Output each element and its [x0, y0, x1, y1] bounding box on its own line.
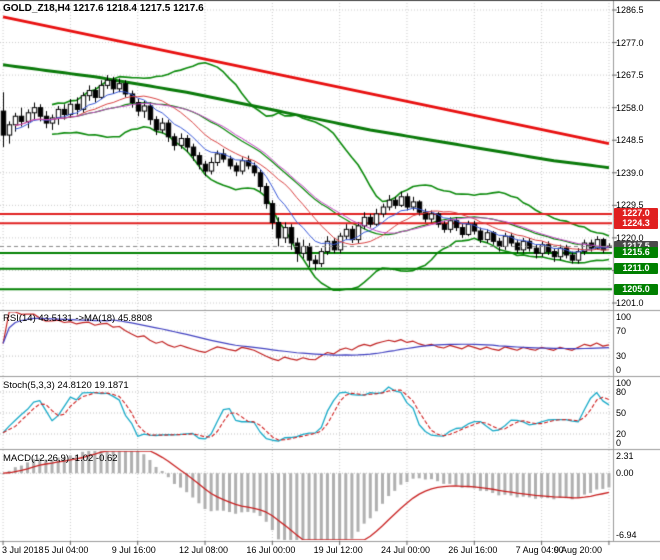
price-tag: 1217.5 [614, 240, 658, 252]
indicator-axis-label: 20 [616, 429, 627, 439]
time-axis-label: 9 Aug 20:00 [554, 545, 603, 555]
price-tag: 1227.0 [614, 208, 658, 220]
indicator-axis-label: 70 [616, 325, 627, 336]
time-axis-label: 9 Jul 16:00 [111, 545, 156, 555]
price-axis-label: 1229.5 [616, 200, 644, 211]
chart-title: GOLD_Z18,H4 1217.6 1218.4 1217.5 1217.6 [3, 3, 204, 14]
price-axis-label: 1220.0 [616, 232, 644, 243]
time-axis-label: 5 Jul 04:00 [44, 545, 89, 555]
indicator-axis-label: 0 [616, 365, 622, 375]
price-axis-label: 1201.0 [616, 298, 644, 308]
stoch-indicator-label: Stoch(5,3,3) 24.8120 19.1871 [3, 380, 129, 391]
price-tag: 1224.3 [614, 217, 658, 229]
indicator-axis-label: 30 [616, 351, 627, 362]
price-tag: 1215.6 [614, 247, 658, 259]
indicator-axis-label: 50 [616, 408, 627, 418]
indicator-axis-label: 0.00 [616, 468, 634, 479]
price-axis-label: 1258.0 [616, 102, 644, 113]
time-axis-label: 3 Jul 2018 [2, 545, 44, 555]
indicator-axis-label: 100 [616, 378, 632, 388]
time-axis-label: 26 Jul 16:00 [448, 545, 498, 555]
price-axis-label: 1277.0 [616, 37, 644, 48]
price-axis[interactable]: 1286.5 1277.0 1267.5 1258.0 1248.5 1239.0 1229… [614, 0, 660, 541]
indicator-axis-label: 100 [616, 312, 632, 322]
price-axis-label: 1248.5 [616, 135, 644, 146]
indicator-axis-label: 80 [616, 387, 627, 397]
price-axis-label: 1239.0 [616, 167, 644, 178]
time-axis-label: 12 Jul 08:00 [179, 545, 229, 555]
macd-indicator-label: MACD(12,26,9) -1.02 -0.62 [3, 453, 118, 464]
time-axis-label: 19 Jul 12:00 [313, 545, 363, 555]
price-tag: 1211.0 [614, 263, 658, 275]
time-axis-label: 7 Aug 04:00 [515, 545, 564, 555]
time-axis[interactable]: 3 Jul 2018 5 Jul 04:00 9 Jul 16:00 12 Jul 0… [0, 541, 660, 560]
price-axis-label: 1267.5 [616, 70, 644, 81]
indicator-axis-label: -6.94 [616, 530, 637, 540]
time-axis-label: 24 Jul 00:00 [380, 545, 431, 555]
indicator-axis-label: 2.31 [616, 451, 634, 461]
price-tag: 1205.0 [614, 283, 658, 295]
price-axis-label: 1286.5 [616, 5, 644, 15]
time-axis-label: 16 Jul 00:00 [246, 545, 296, 555]
rsi-indicator-label: RSI(14) 43.5131 ->MA(18) 45.8808 [3, 313, 153, 324]
indicator-axis-label: 0 [616, 438, 622, 448]
